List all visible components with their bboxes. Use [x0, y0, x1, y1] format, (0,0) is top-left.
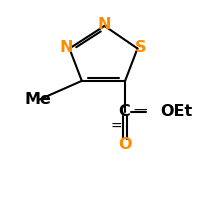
Text: OEt: OEt [160, 104, 192, 119]
Text: —: — [134, 104, 148, 118]
Text: =: = [110, 119, 122, 134]
Text: S: S [135, 40, 146, 55]
Text: N: N [98, 18, 111, 32]
Text: Me: Me [24, 92, 51, 107]
Text: O: O [118, 137, 132, 152]
Text: C: C [118, 104, 130, 119]
Text: N: N [60, 40, 73, 55]
